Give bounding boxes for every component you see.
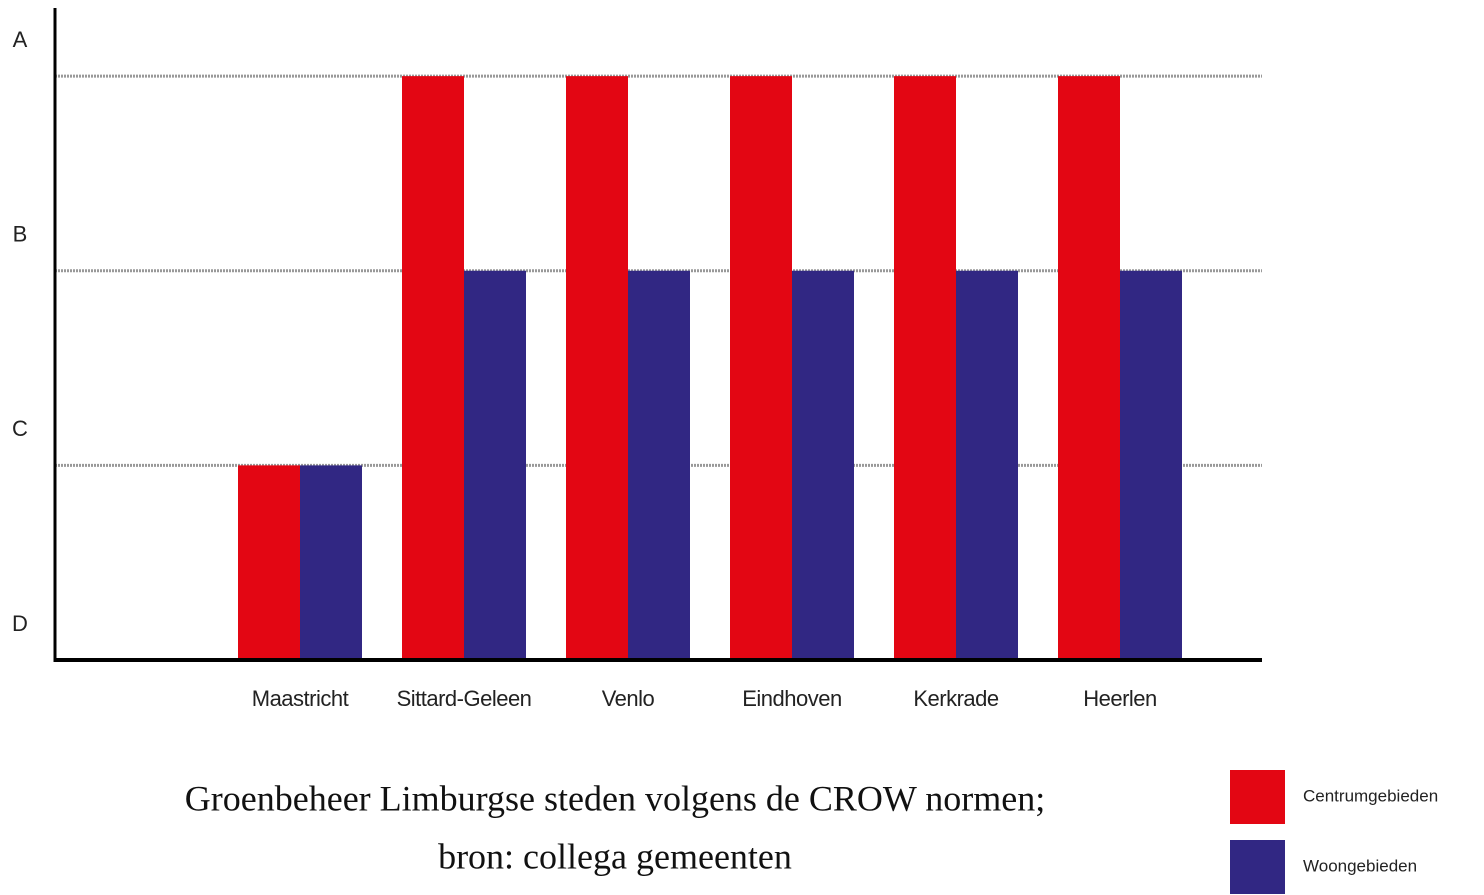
bar	[730, 76, 792, 661]
y-tick-label: C	[12, 416, 28, 441]
y-tick-label: B	[13, 222, 28, 247]
bar	[300, 465, 362, 660]
bar	[792, 270, 854, 660]
y-tick-label: D	[12, 611, 28, 636]
bar	[566, 76, 628, 661]
bar	[1058, 76, 1120, 661]
legend-label: Centrumgebieden	[1303, 786, 1438, 805]
bar	[402, 76, 464, 661]
bar	[1120, 270, 1182, 660]
y-tick-label: A	[13, 27, 28, 52]
bar	[628, 270, 690, 660]
chart-subtitle: bron: collega gemeenten	[438, 836, 792, 876]
x-tick-label: Sittard-Geleen	[397, 686, 532, 711]
bar	[894, 76, 956, 661]
x-tick-label: Eindhoven	[742, 686, 841, 711]
bar	[956, 270, 1018, 660]
chart-title: Groenbeheer Limburgse steden volgens de …	[185, 778, 1045, 818]
legend-swatch	[1230, 770, 1285, 824]
legend-label: Woongebieden	[1303, 856, 1417, 875]
x-tick-label: Heerlen	[1083, 686, 1157, 711]
bar	[238, 465, 300, 660]
x-tick-label: Kerkrade	[913, 686, 999, 711]
legend-swatch	[1230, 840, 1285, 894]
x-tick-label: Venlo	[602, 686, 655, 711]
x-tick-label: Maastricht	[252, 686, 349, 711]
bar	[464, 270, 526, 660]
